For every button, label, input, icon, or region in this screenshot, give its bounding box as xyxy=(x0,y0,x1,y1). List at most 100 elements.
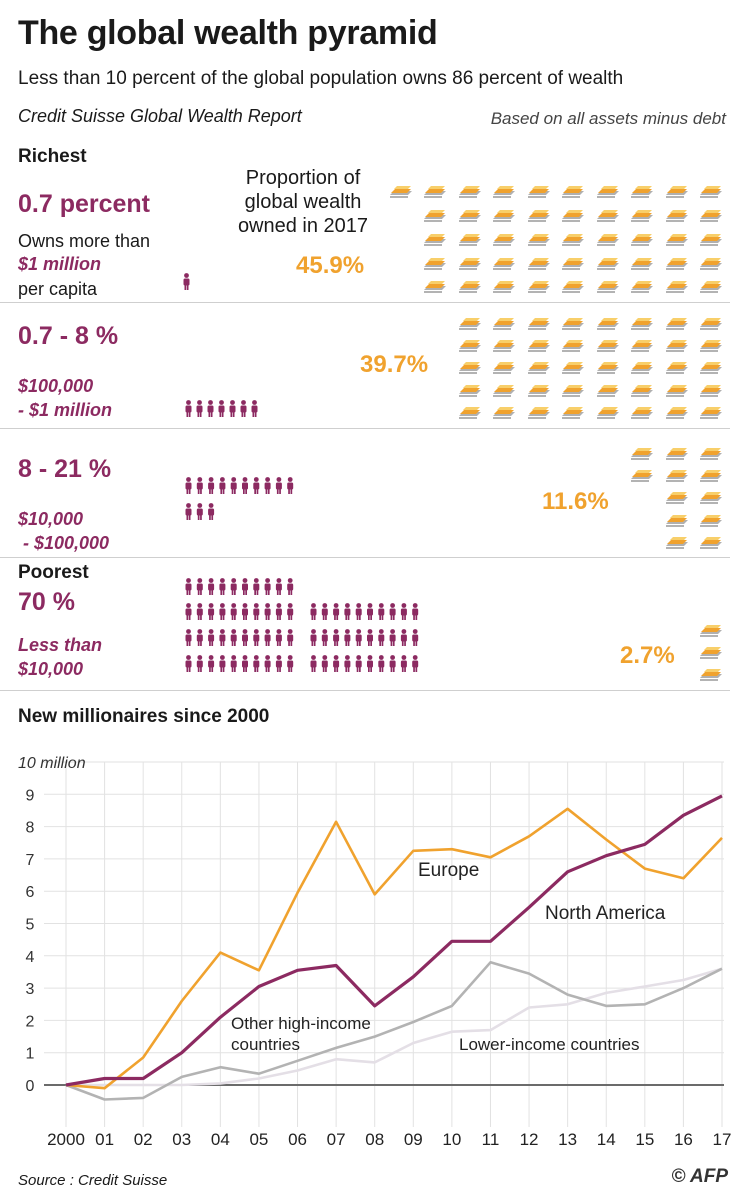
gold-bar-icon xyxy=(597,281,619,293)
person-icon xyxy=(219,477,226,494)
x-tick-label: 07 xyxy=(327,1130,346,1149)
person-icon xyxy=(208,629,215,646)
person-icon xyxy=(253,603,260,620)
y-tick-label: 9 xyxy=(26,787,35,804)
x-tick-label: 12 xyxy=(520,1130,539,1149)
person-icon xyxy=(287,655,294,672)
gold-bar-icon xyxy=(459,210,481,222)
tier4-money1: Less than xyxy=(18,635,103,655)
divider xyxy=(0,557,730,558)
x-tick-label: 10 xyxy=(442,1130,461,1149)
gridlines xyxy=(44,761,724,1054)
gold-bar-icon xyxy=(493,186,515,198)
gold-bar-icon xyxy=(700,281,722,293)
gold-bar-icon xyxy=(700,340,722,352)
gold-bar-icon xyxy=(666,515,688,527)
page-title: The global wealth pyramid xyxy=(18,14,438,52)
gold-bar-icon xyxy=(631,281,653,293)
gold-bar-icon xyxy=(700,258,722,270)
x-tick-label: 06 xyxy=(288,1130,307,1149)
person-icon xyxy=(355,655,362,672)
gold-bar-icon xyxy=(700,492,722,504)
gold-bar-icon xyxy=(631,470,653,482)
person-icon xyxy=(230,629,237,646)
person-icon xyxy=(219,603,226,620)
gold-bar-icon xyxy=(562,340,584,352)
gold-bar-icon xyxy=(631,318,653,330)
gold-bar-icon xyxy=(700,470,722,482)
europe-label: Europe xyxy=(418,860,479,881)
person-icon xyxy=(242,629,248,646)
y-tick-label: 6 xyxy=(26,884,35,901)
gold-bar-icon xyxy=(562,362,584,374)
gold-bar-icon xyxy=(493,407,515,419)
gold-bar-icon xyxy=(459,258,481,270)
person-icon xyxy=(344,629,351,646)
gold-bar-icon xyxy=(666,362,688,374)
x-tick-label: 09 xyxy=(404,1130,423,1149)
gold-bar-icon xyxy=(562,318,584,330)
poorest-label: Poorest xyxy=(18,562,89,583)
person-icon xyxy=(207,400,214,417)
x-tick-label: 11 xyxy=(482,1130,500,1149)
richest-label: Richest xyxy=(18,146,87,167)
gold-bar-icon xyxy=(493,385,515,397)
person-icon xyxy=(378,629,385,646)
person-icon xyxy=(344,603,351,620)
gold-bar-icon xyxy=(700,186,722,198)
person-icon xyxy=(185,400,192,417)
gold-bar-icon xyxy=(631,234,653,246)
tier3-money1: $10,000 xyxy=(18,509,84,529)
gold-bar-icon xyxy=(666,234,688,246)
gold-bar-icon xyxy=(631,340,653,352)
gold-bar-icon xyxy=(528,186,550,198)
gold-bar-icon xyxy=(631,385,653,397)
y-axis-label: 10 million xyxy=(18,755,86,772)
person-icon xyxy=(183,273,190,290)
y-tick-label: 2 xyxy=(26,1013,35,1030)
x-tick-label: 02 xyxy=(134,1130,153,1149)
tier1-money: $1 million xyxy=(18,254,102,274)
gold-bar-icon xyxy=(424,186,446,198)
x-tick-label: 08 xyxy=(365,1130,384,1149)
person-icon xyxy=(355,629,362,646)
gold-bar-icon xyxy=(459,186,481,198)
gold-bar-icon xyxy=(459,318,481,330)
person-icon xyxy=(196,655,203,672)
gold-bar-icon xyxy=(459,362,481,374)
gold-bar-icon xyxy=(700,318,722,330)
gold-bar-icon xyxy=(666,470,688,482)
person-icon xyxy=(251,400,258,417)
series-line-europe xyxy=(65,807,723,1090)
gold-bar-icon xyxy=(528,281,550,293)
person-icon xyxy=(321,603,328,620)
gold-bar-icon xyxy=(597,318,619,330)
person-icon xyxy=(355,603,362,620)
person-icon xyxy=(389,655,396,672)
person-icon xyxy=(185,603,192,620)
person-icon xyxy=(378,655,385,672)
person-icon xyxy=(253,477,260,494)
person-icon xyxy=(229,400,236,417)
gold-bar-icon xyxy=(390,186,412,198)
person-icon xyxy=(275,603,282,620)
person-icon xyxy=(185,477,192,494)
gold-bar-icon xyxy=(528,234,550,246)
gold-bar-icon xyxy=(700,669,722,681)
gold-bar-icon xyxy=(562,210,584,222)
gold-bar-icon xyxy=(459,234,481,246)
gold-bar-icon xyxy=(424,258,446,270)
gold-bar-icon xyxy=(562,234,584,246)
person-icon xyxy=(367,629,373,646)
y-tick-label: 7 xyxy=(26,852,35,869)
x-tick-label: 01 xyxy=(95,1130,114,1149)
gold-bar-icon xyxy=(700,515,722,527)
x-tick-label: 05 xyxy=(249,1130,268,1149)
gold-bar-icon xyxy=(528,407,550,419)
gold-bar-icon xyxy=(666,407,688,419)
person-icon xyxy=(275,629,282,646)
person-icon xyxy=(287,578,294,595)
person-icon xyxy=(208,503,215,520)
gold-bar-icon xyxy=(528,385,550,397)
